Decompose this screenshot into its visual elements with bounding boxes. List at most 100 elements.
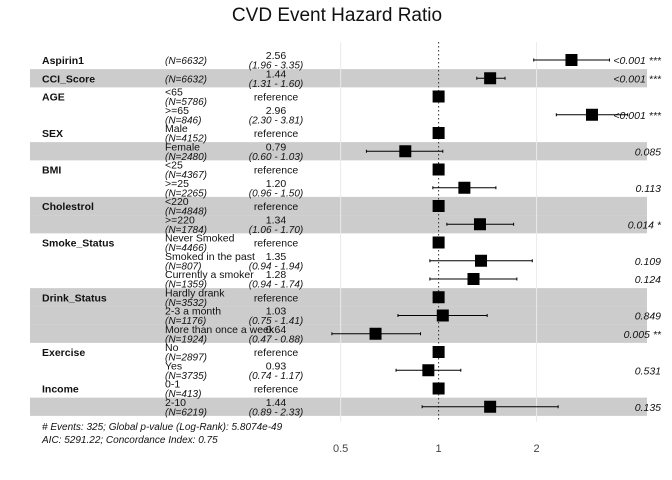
estimate-point [475, 254, 488, 267]
estimate-label: 1.44 [266, 68, 287, 80]
p-value-label: 0.531 [635, 365, 661, 377]
reference-point [432, 127, 445, 139]
variable-label: SEX [42, 128, 63, 140]
p-value-label: 0.135 [635, 402, 661, 414]
p-value-label: 0.014 * [628, 219, 662, 231]
estimate-point [436, 309, 449, 322]
level-label: 0-1 [165, 379, 180, 391]
estimate-label: 1.03 [266, 306, 287, 318]
p-value-label: 0.005 ** [624, 329, 662, 341]
p-value-label: 0.849 [635, 311, 661, 323]
reference-point [432, 163, 445, 176]
table-rows: Aspirin1 (N=6632) 2.56(1.96 - 3.35) <0.001 … [42, 50, 662, 418]
ci-label: (0.94 - 1.94) [249, 261, 303, 272]
reference-point [432, 382, 445, 395]
footnote: AIC: 5291.22; Concordance Index: 0.75 [41, 435, 218, 446]
chart-title: CVD Event Hazard Ratio [232, 5, 442, 26]
ci-label: (0.74 - 1.17) [249, 371, 303, 382]
sample-size-label: (N=6632) [165, 56, 207, 67]
x-tick-label: 0.5 [333, 443, 348, 455]
estimate-point [484, 400, 497, 413]
level-label: Yes [165, 360, 182, 372]
estimate-label: 1.44 [266, 397, 287, 409]
sample-size-label: (N=6219) [165, 407, 207, 418]
estimate-point [473, 218, 486, 231]
reference-point [432, 236, 445, 249]
estimate-label: reference [254, 201, 299, 213]
level-label: Smoked in the past [165, 251, 255, 263]
level-label: More than once a week [165, 324, 275, 336]
row-shade [30, 288, 647, 307]
p-value-label: <0.001 *** [613, 55, 661, 67]
estimate-point [369, 327, 382, 340]
estimate-label: 1.34 [266, 214, 287, 226]
sample-size-label: (N=1176) [165, 316, 206, 327]
level-label: Never Smoked [165, 233, 235, 245]
ci-label: (0.96 - 1.50) [249, 188, 303, 199]
level-label: 2-3 a month [165, 306, 221, 318]
ci-label: (0.94 - 1.74) [249, 280, 303, 291]
ci-label: (0.75 - 1.41) [249, 316, 303, 327]
level-label: Currently a smoker [165, 269, 254, 281]
level-label: <25 [165, 160, 183, 172]
ci-label: (1.06 - 1.70) [249, 225, 303, 236]
reference-point [432, 200, 445, 212]
variable-label: Exercise [42, 347, 85, 359]
estimate-label: reference [254, 384, 299, 396]
sample-size-label: (N=1784) [165, 225, 207, 236]
variable-label: CCI_Score [42, 73, 95, 85]
estimate-label: 2.96 [266, 105, 287, 117]
sample-size-label: (N=4466) [165, 243, 207, 254]
estimate-label: reference [254, 128, 299, 140]
sample-size-label: (N=2265) [165, 188, 207, 199]
estimate-label: 0.93 [266, 360, 287, 372]
grid-lines [340, 42, 538, 422]
variable-label: Cholestrol [42, 201, 94, 213]
estimate-point [399, 145, 412, 158]
reference-point [432, 346, 445, 358]
level-label: >=220 [165, 214, 195, 226]
variable-label: Aspirin1 [42, 55, 84, 67]
variable-label: Drink_Status [42, 292, 107, 304]
estimate-label: 1.28 [266, 269, 287, 281]
sample-size-label: (N=1359) [165, 280, 207, 291]
estimate-point [585, 108, 598, 121]
x-tick-label: 1 [436, 443, 442, 455]
sample-size-label: (N=1924) [165, 334, 207, 345]
ci-label: (0.47 - 0.88) [249, 334, 303, 345]
estimate-label: reference [254, 238, 299, 250]
row-shade [30, 215, 647, 234]
sample-size-label: (N=846) [165, 115, 201, 126]
estimate-label: reference [254, 347, 299, 359]
ci-label: (0.60 - 1.03) [249, 152, 303, 163]
estimate-label: reference [254, 92, 299, 104]
sample-size-label: (N=807) [165, 261, 201, 272]
ci-label: (2.30 - 3.81) [249, 115, 303, 126]
sample-size-label: (N=4367) [165, 170, 207, 181]
sample-size-label: (N=2480) [165, 152, 207, 163]
level-label: Hardly drank [165, 287, 225, 299]
sample-size-label: (N=3735) [165, 371, 207, 382]
estimate-point [484, 72, 497, 85]
ci-label: (0.89 - 2.33) [249, 407, 303, 418]
estimate-label: 0.79 [266, 141, 287, 153]
estimate-point [422, 364, 435, 377]
level-label: 2-10 [165, 397, 186, 409]
estimate-point [565, 54, 578, 66]
sample-size-label: (N=2897) [165, 353, 207, 364]
estimate-marks [331, 54, 629, 413]
level-label: >=65 [165, 105, 189, 117]
reference-point [432, 291, 445, 304]
estimate-label: 0.64 [266, 324, 287, 336]
estimate-label: reference [254, 165, 299, 177]
row-shading [30, 69, 647, 416]
level-label: <65 [165, 87, 183, 99]
x-axis-ticks: 0.5 1 2 [333, 443, 540, 455]
sample-size-label: (N=5786) [165, 97, 207, 108]
variable-label: AGE [42, 92, 65, 104]
ci-label: (1.96 - 3.35) [249, 61, 303, 72]
variable-label: Income [42, 384, 79, 396]
variable-label: BMI [42, 165, 61, 177]
ci-label: (1.31 - 1.60) [249, 79, 303, 90]
